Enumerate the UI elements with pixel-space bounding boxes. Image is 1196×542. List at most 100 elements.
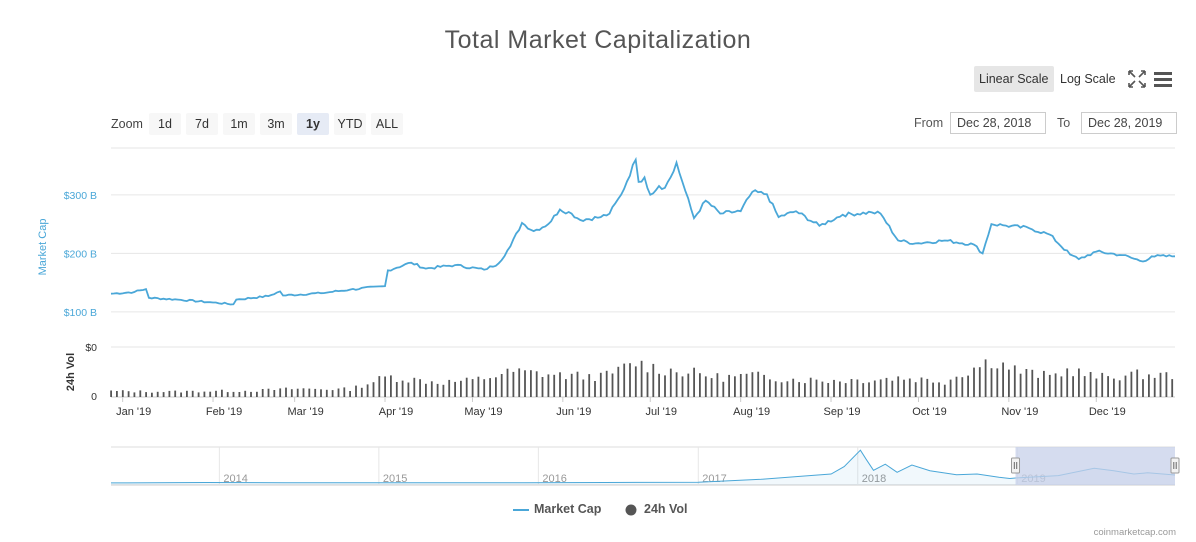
from-date-input[interactable] (950, 112, 1046, 134)
volume-bar (209, 391, 212, 397)
volume-bar (646, 372, 649, 397)
zoom-button-1y[interactable]: 1y (297, 113, 329, 135)
volume-bar (1013, 365, 1016, 397)
volume-bar (576, 371, 579, 397)
zoom-button-3m[interactable]: 3m (260, 113, 292, 135)
volume-bar (518, 368, 521, 397)
volume-bar (395, 382, 398, 397)
volume-bar (1171, 379, 1174, 397)
credits-link[interactable]: coinmarketcap.com (1093, 527, 1176, 538)
volume-bar (191, 390, 194, 397)
volume-bar (541, 377, 544, 397)
volume-bar (926, 378, 929, 397)
volume-bar (559, 372, 561, 397)
zoom-button-1m[interactable]: 1m (223, 113, 255, 135)
volume-bar (833, 379, 835, 397)
volume-bar (582, 379, 585, 397)
volume-bar (973, 367, 975, 397)
x-tick-label: Mar '19 (287, 406, 323, 418)
volume-bar (465, 377, 468, 397)
volume-bar (1043, 370, 1045, 397)
volume-bar (996, 368, 999, 397)
navigator-tick-label: 2018 (862, 473, 886, 485)
legend-item-market-cap[interactable]: Market Cap (513, 502, 601, 516)
navigator-tick-label: 2016 (542, 473, 566, 485)
volume-bar (1031, 369, 1034, 397)
volume-bar (949, 379, 952, 397)
volume-bar (1083, 376, 1086, 397)
volume-axis-title: 24h Vol (65, 353, 77, 391)
handle-body (1170, 457, 1180, 474)
zoom-button-ytd[interactable]: YTD (334, 113, 366, 135)
volume-bar (570, 373, 573, 397)
volume-bar (652, 363, 655, 397)
volume-bar (320, 389, 322, 397)
volume-bar (827, 383, 830, 397)
volume-bar (279, 388, 282, 397)
volume-bar (116, 391, 118, 397)
zoom-button-all[interactable]: ALL (371, 113, 403, 135)
volume-bar (599, 372, 602, 397)
zoom-button-7d[interactable]: 7d (186, 113, 218, 135)
volume-bar (273, 390, 276, 397)
zoom-button-1d[interactable]: 1d (149, 113, 181, 135)
volume-bar (850, 379, 853, 397)
volume-bar (594, 381, 596, 397)
x-tick-label: Aug '19 (733, 406, 770, 418)
volume-bar (267, 388, 270, 397)
legend-item-24h-vol[interactable]: 24h Vol (625, 502, 688, 516)
x-tick-label: Apr '19 (379, 406, 414, 418)
volume-bar (681, 376, 684, 397)
volume-bar (121, 390, 124, 397)
volume-bar (401, 380, 404, 397)
volume-bar (1054, 373, 1057, 397)
volume-bar (530, 370, 532, 397)
volume-bar (914, 382, 917, 397)
volume-bar (704, 376, 707, 397)
volume-bar (739, 374, 742, 397)
volume-bar (751, 372, 754, 397)
volume-bar (483, 379, 486, 397)
volume-bar (244, 390, 247, 397)
volume-bar (1159, 372, 1162, 397)
volume-bar (110, 390, 112, 397)
volume-bar (384, 376, 386, 397)
hamburger-menu-icon[interactable] (1152, 68, 1174, 90)
navigator-handle-left[interactable] (1011, 457, 1021, 474)
volume-bar (809, 377, 812, 397)
volume-bar (162, 392, 165, 397)
volume-bar (133, 392, 136, 397)
volume-bar (203, 391, 206, 397)
fullscreen-icon[interactable] (1126, 68, 1148, 90)
volume-bar (844, 383, 847, 397)
volume-bar (524, 370, 526, 397)
volume-bar (675, 372, 678, 397)
volume-bar (506, 368, 509, 397)
log-scale-button[interactable]: Log Scale (1060, 72, 1116, 86)
volume-bar (821, 381, 824, 397)
navigator-handle-right[interactable] (1170, 457, 1180, 474)
volume-bar (745, 373, 748, 397)
volume-bar (489, 378, 491, 397)
x-tick-label: Nov '19 (1001, 406, 1038, 418)
volume-bar (710, 378, 713, 397)
x-tick-label: Dec '19 (1089, 406, 1126, 418)
volume-bar (699, 373, 701, 397)
volume-bar (588, 374, 591, 397)
volume-bar (734, 376, 736, 397)
x-tick-label: Jan '19 (116, 406, 151, 418)
volume-bar (460, 380, 462, 397)
volume-bar (1089, 372, 1092, 397)
volume-bar (897, 376, 900, 397)
market-cap-line (110, 156, 1176, 306)
volume-bar (693, 367, 695, 397)
volume-bar (763, 374, 765, 397)
volume-bar (256, 391, 258, 397)
volume-bar (967, 375, 969, 397)
to-date-input[interactable] (1081, 112, 1177, 134)
volume-bar (1136, 369, 1139, 397)
linear-scale-button[interactable]: Linear Scale (974, 66, 1054, 92)
handle-body (1011, 457, 1021, 474)
chart-title: Total Market Capitalization (444, 26, 752, 54)
